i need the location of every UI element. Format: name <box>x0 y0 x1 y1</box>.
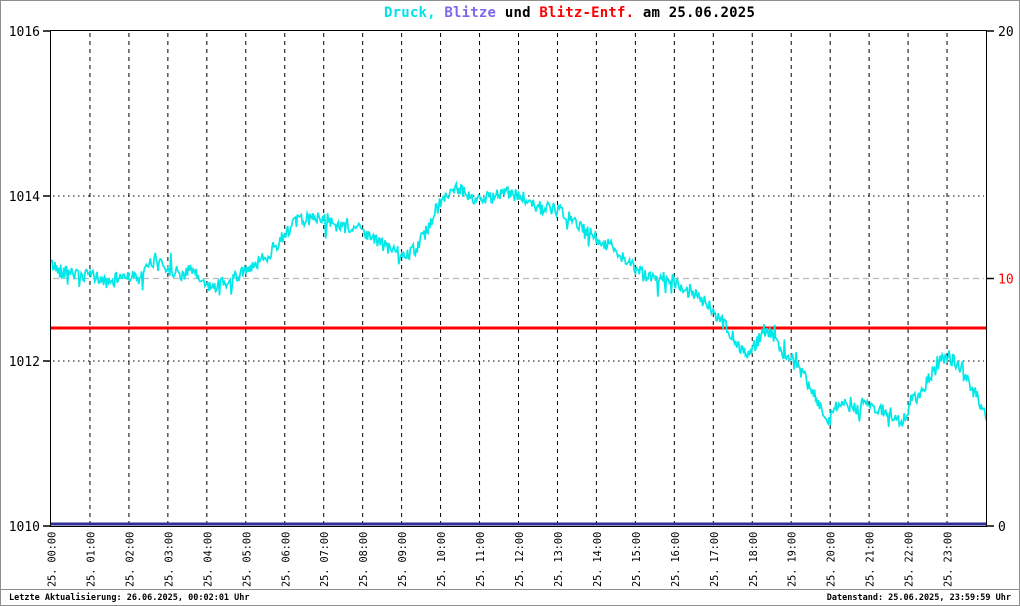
x-axis-label: 25. 16:00 <box>671 532 682 587</box>
x-axis-label: 25. 18:00 <box>749 532 760 587</box>
x-axis-label: 25. 04:00 <box>203 532 214 587</box>
left-axis-label: 1010 <box>9 520 40 535</box>
x-axis-label: 25. 21:00 <box>866 532 877 587</box>
x-axis-label: 25. 03:00 <box>164 532 175 587</box>
x-axis-label: 25. 22:00 <box>905 532 916 587</box>
x-axis-label: 25. 10:00 <box>437 532 448 587</box>
x-axis-label: 25. 23:00 <box>944 532 955 587</box>
left-axis-label: 1016 <box>9 25 40 40</box>
left-axis-label: 1014 <box>9 190 40 205</box>
right-axis-label: 20 <box>998 25 1014 40</box>
title-segment-4: am 25.06.2025 <box>634 5 756 21</box>
x-axis-label: 25. 02:00 <box>125 532 136 587</box>
x-axis-label: 25. 11:00 <box>476 532 487 587</box>
title-segment-1: Blitze <box>435 5 497 21</box>
data-state-text: Datenstand: 25.06.2025, 23:59:59 Uhr <box>826 593 1011 603</box>
chart-title: Druck, Blitze und Blitz-Entf. am 25.06.2… <box>384 5 755 23</box>
x-axis-label: 25. 17:00 <box>710 532 721 587</box>
x-axis-label: 25. 01:00 <box>86 532 97 587</box>
x-axis-label: 25. 06:00 <box>281 532 292 587</box>
title-segment-0: Druck, <box>384 5 436 21</box>
x-axis-label: 25. 19:00 <box>788 532 799 587</box>
x-axis-label: 25. 08:00 <box>359 532 370 587</box>
druck-series <box>50 180 987 429</box>
x-axis-label: 25. 00:00 <box>48 532 59 587</box>
x-axis-label: 25. 12:00 <box>515 532 526 587</box>
right-axis-label: 0 <box>998 520 1006 535</box>
pressure-lightning-chart: 1010 1012 1014 1016 0 10 20 25. 00:00 25. 01:00 2… <box>9 25 1014 587</box>
last-update-text: Letzte Aktualisierung: 26.06.2025, 00:02… <box>9 593 250 603</box>
x-axis-label: 25. 13:00 <box>554 532 565 587</box>
status-bar: Letzte Aktualisierung: 26.06.2025, 00:02… <box>1 589 1019 605</box>
x-axis-label: 25. 07:00 <box>320 532 331 587</box>
title-segment-2: und <box>496 5 540 21</box>
x-axis-label: 25. 20:00 <box>827 532 838 587</box>
x-axis-label: 25. 05:00 <box>242 532 253 587</box>
left-axis-label: 1012 <box>9 355 40 370</box>
x-axis-label: 25. 14:00 <box>593 532 604 587</box>
x-axis-label: 25. 09:00 <box>398 532 409 587</box>
right-axis-label: 10 <box>998 273 1014 288</box>
title-segment-3: Blitz-Entf. <box>539 5 635 21</box>
x-axis-label: 25. 15:00 <box>632 532 643 587</box>
